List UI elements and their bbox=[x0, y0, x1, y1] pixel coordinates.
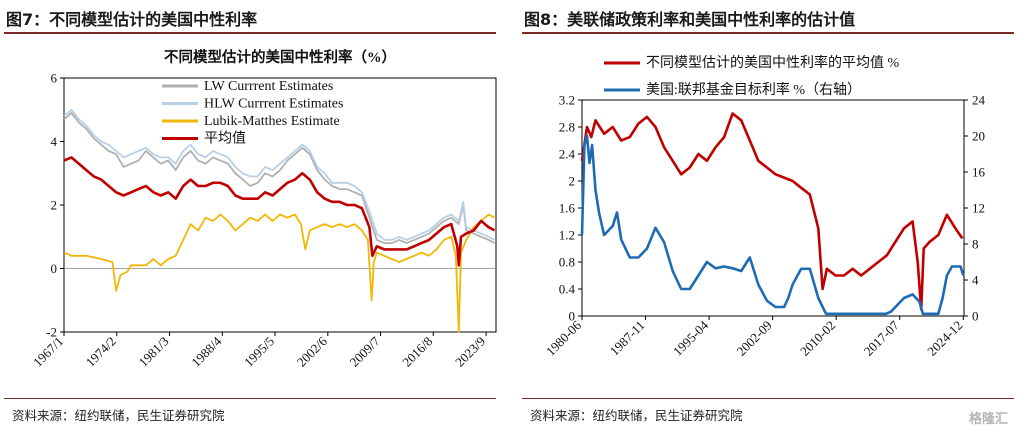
left-legend-label: HLW Currrent Estimates bbox=[204, 97, 343, 112]
right-xtick-label: 2010-02 bbox=[797, 318, 838, 359]
right-xtick-label: 1995-04 bbox=[670, 317, 712, 359]
left-xtick-label: 2002/6 bbox=[294, 333, 330, 369]
right-ytick-label: 0.8 bbox=[559, 255, 575, 270]
right-y2tick-label: 16 bbox=[972, 165, 986, 180]
left-series-line-lubik-matthes-estimate bbox=[63, 213, 495, 333]
left-figure-panel: 图7：不同模型估计的美国中性利率 -2 0 2 4 6 1967/1 1974/2 1981/… bbox=[0, 0, 500, 435]
left-xtick-label: 1974/2 bbox=[83, 334, 119, 370]
left-legend-label: 平均值 bbox=[204, 131, 246, 147]
left-ytick-label: -2 bbox=[46, 325, 57, 340]
left-xtick-label: 1981/3 bbox=[136, 334, 172, 370]
left-xtick-label: 1988/4 bbox=[188, 333, 224, 369]
left-title-rule bbox=[4, 32, 496, 34]
right-xtick-label: 1987-11 bbox=[607, 318, 648, 359]
left-xtick-label: 2009/7 bbox=[347, 333, 383, 369]
right-y2tick-label: 24 bbox=[972, 93, 986, 108]
right-series-line-不同模型估计的美国中性利率的平均值 bbox=[580, 112, 964, 311]
left-legend-label: Lubik-Matthes Estimate bbox=[204, 114, 340, 129]
left-xtick-label: 2016/8 bbox=[399, 334, 435, 370]
right-ytick-label: 1.2 bbox=[559, 228, 575, 243]
left-chart-title: 不同模型估计的美国中性利率（%） bbox=[164, 48, 396, 66]
right-ytick-label: 1.6 bbox=[559, 201, 576, 216]
left-ytick-label: 0 bbox=[51, 261, 58, 276]
left-legend-label: LW Currrent Estimates bbox=[204, 79, 333, 94]
right-figure-title: 图8：美联储政策利率和美国中性利率的估计值 bbox=[524, 10, 856, 29]
right-xtick-label: 2002-09 bbox=[734, 318, 775, 359]
left-bottom-rule bbox=[4, 398, 496, 399]
right-plot-frame bbox=[581, 99, 965, 317]
right-title-rule bbox=[522, 32, 1014, 34]
right-y2tick-label: 12 bbox=[972, 201, 985, 216]
right-figure-panel: 图8：美联储政策利率和美国中性利率的估计值 0 0.4 0.8 1.2 1.6 2 2.4 2… bbox=[518, 0, 1018, 435]
right-ytick-label: 0 bbox=[569, 309, 576, 324]
right-chart: 0 0.4 0.8 1.2 1.6 2 2.4 2.8 3.2 0 4 8 12 16 20 24 1980-0… bbox=[543, 54, 986, 359]
right-ytick-label: 2.8 bbox=[559, 120, 575, 135]
right-bottom-rule bbox=[522, 398, 1014, 399]
right-xtick-label: 2017-07 bbox=[861, 317, 903, 359]
right-y2tick-label: 20 bbox=[972, 129, 985, 144]
right-y2tick-label: 8 bbox=[972, 237, 979, 252]
left-ytick-label: 6 bbox=[51, 71, 58, 86]
left-figure-title: 图7：不同模型估计的美国中性利率 bbox=[6, 10, 258, 29]
left-source-note: 资料来源：纽约联储，民生证券研究院 bbox=[12, 408, 225, 423]
right-ytick-label: 2 bbox=[569, 174, 576, 189]
left-ytick-label: 2 bbox=[51, 198, 58, 213]
left-xtick-label: 1995/5 bbox=[241, 334, 277, 370]
right-legend-label: 美国:联邦基金目标利率 %（右轴） bbox=[646, 81, 861, 98]
left-series-line-平均值 bbox=[63, 156, 496, 267]
left-xtick-label: 2023/9 bbox=[452, 334, 488, 370]
left-ytick-label: 4 bbox=[51, 134, 58, 149]
right-ytick-label: 3.2 bbox=[559, 93, 575, 108]
left-series-line-hlw-currrent-estimates bbox=[63, 108, 495, 241]
right-xtick-label: 2024-12 bbox=[924, 318, 965, 359]
right-ytick-label: 0.4 bbox=[559, 282, 576, 297]
left-series-line-lw-currrent-estimates bbox=[63, 112, 495, 244]
right-y2tick-label: 0 bbox=[972, 309, 979, 324]
right-source-note: 资料来源：纽约联储，民生证券研究院 bbox=[530, 408, 743, 423]
watermark-logo: 格隆汇 bbox=[968, 412, 1008, 427]
right-y2tick-label: 4 bbox=[972, 273, 979, 288]
right-legend-label: 不同模型估计的美国中性利率的平均值 % bbox=[646, 54, 899, 71]
right-ytick-label: 2.4 bbox=[559, 147, 576, 162]
right-xtick-label: 1980-06 bbox=[543, 317, 585, 359]
right-series-line-美国-联邦基金目标利率-右轴 bbox=[580, 134, 965, 316]
